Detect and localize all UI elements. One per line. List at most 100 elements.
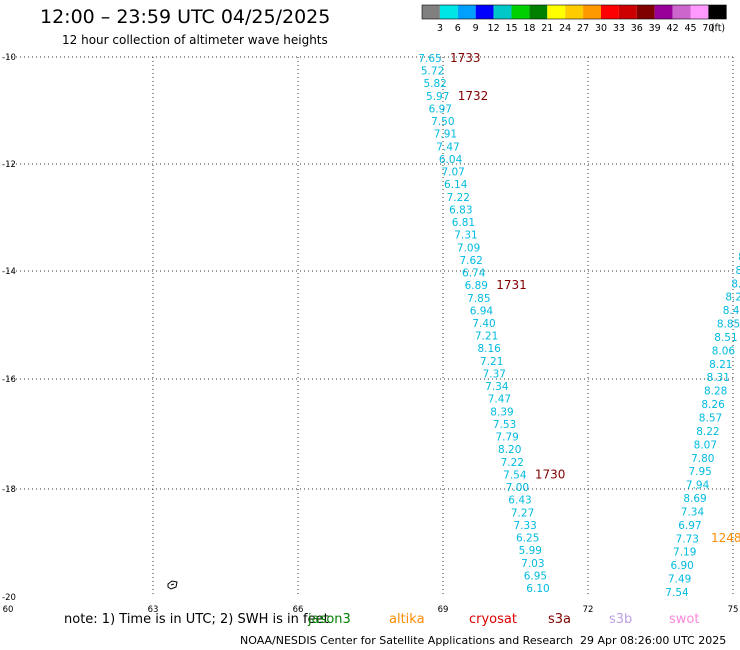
wave-height-label: 8 bbox=[736, 265, 740, 277]
wave-height-label: 7.91 bbox=[434, 129, 457, 141]
legend-jason3: jason3 bbox=[308, 612, 351, 627]
wave-height-label: 5.99 bbox=[519, 545, 542, 557]
wave-height-label: 8 bbox=[738, 251, 740, 263]
pass-time-label: 1248 bbox=[711, 531, 740, 545]
wave-height-label: 7.31 bbox=[454, 230, 477, 242]
pass-time-label: 1730 bbox=[535, 467, 566, 481]
wave-height-label: 8.4 bbox=[723, 305, 740, 317]
wave-height-label: 8.31 bbox=[707, 372, 730, 384]
wave-height-label: 8. bbox=[731, 278, 740, 290]
wave-height-label: 7.95 bbox=[688, 466, 711, 478]
colorbar-label: 27 bbox=[577, 23, 589, 34]
wave-height-label: 7.34 bbox=[681, 506, 705, 518]
map-grid bbox=[8, 56, 734, 597]
colorbar-label: 30 bbox=[595, 23, 607, 34]
island-outline bbox=[167, 580, 178, 590]
y-tick-label: -20 bbox=[2, 593, 16, 603]
colorbar-label: 42 bbox=[667, 23, 679, 34]
wave-height-label: 6.97 bbox=[429, 103, 452, 115]
wave-height-label: 5.72 bbox=[421, 66, 444, 78]
wave-height-label: 7.85 bbox=[467, 293, 490, 305]
colorbar-swatch bbox=[422, 5, 440, 19]
wave-height-label: 7.50 bbox=[431, 116, 454, 128]
colorbar-swatch bbox=[547, 5, 566, 19]
page-title: 12:00 – 23:59 UTC 04/25/2025 bbox=[40, 6, 331, 28]
generated-timestamp: 29 Apr 08:26:00 UTC 2025 bbox=[580, 634, 727, 647]
colorbar-label: 21 bbox=[541, 23, 553, 34]
colorbar-label: 12 bbox=[488, 23, 500, 34]
wave-height-label: 5.97 bbox=[426, 91, 449, 103]
wave-height-label: 7.54 bbox=[503, 469, 527, 481]
page-subtitle: 12 hour collection of altimeter wave hei… bbox=[62, 33, 328, 47]
wave-height-label: 8.20 bbox=[498, 444, 521, 456]
credit-line: NOAA/NESDIS Center for Satellite Applica… bbox=[240, 634, 574, 647]
colorbar-label: 9 bbox=[473, 23, 479, 34]
colorbar-swatch bbox=[636, 5, 655, 19]
wave-height-label: 7.65 bbox=[418, 53, 441, 65]
wave-height-label: 7.27 bbox=[511, 507, 534, 519]
x-tick-label: 60 bbox=[3, 605, 14, 615]
altimeter-track-b: 8888.8.28.48.858.518.068.218.318.288.268… bbox=[665, 251, 740, 599]
wave-height-label: 7.73 bbox=[676, 533, 699, 545]
colorbar-swatch bbox=[511, 5, 530, 19]
wave-height-label: 8.39 bbox=[490, 406, 513, 418]
x-tick-label: 63 bbox=[148, 605, 159, 615]
wave-height-label: 7.33 bbox=[513, 520, 536, 532]
wave-height-label: 7.22 bbox=[501, 457, 524, 469]
wave-height-label: 7.53 bbox=[493, 419, 516, 431]
wave-height-label: 7.49 bbox=[668, 574, 691, 586]
colorbar-swatch bbox=[457, 5, 476, 19]
colorbar-label: 18 bbox=[523, 23, 535, 34]
x-tick-label: 72 bbox=[583, 605, 594, 615]
y-tick-label: -10 bbox=[2, 53, 16, 63]
pass-time-label: 1733 bbox=[450, 51, 481, 65]
wave-height-label: 6.25 bbox=[516, 533, 539, 545]
legend-swot: swot bbox=[669, 612, 700, 627]
wave-height-label: 8.51 bbox=[714, 332, 737, 344]
colorbar-label: 39 bbox=[649, 23, 661, 34]
x-tick-label: 66 bbox=[293, 605, 304, 615]
y-tick-label: -14 bbox=[2, 267, 16, 277]
wave-height-label: 7.79 bbox=[495, 432, 518, 444]
wave-height-label: 8.2 bbox=[725, 292, 740, 304]
wave-height-label: 7.19 bbox=[673, 547, 696, 559]
wave-height-label: 7.22 bbox=[447, 192, 470, 204]
wave-height-label: 6.10 bbox=[526, 583, 549, 595]
wave-height-label: 7.40 bbox=[472, 318, 495, 330]
wave-height-label: 8.21 bbox=[709, 359, 732, 371]
wave-height-label: 8.26 bbox=[701, 399, 725, 411]
y-tick-label: -12 bbox=[2, 160, 16, 170]
note-text: note: 1) Time is in UTC; 2) SWH is in fe… bbox=[64, 612, 329, 627]
colorbar-swatch bbox=[493, 5, 512, 19]
axis-ticks: 60 63 66 69 72 75 -10 -12 -14 -16 -18 -20 bbox=[2, 53, 738, 615]
colorbar-swatch bbox=[565, 5, 584, 19]
wave-height-label: 7.03 bbox=[521, 558, 544, 570]
colorbar-label: 36 bbox=[631, 23, 643, 34]
pass-time-label: 1731 bbox=[496, 278, 527, 292]
wave-height-label: 6.74 bbox=[462, 268, 486, 280]
x-tick-label: 69 bbox=[438, 605, 449, 615]
wave-height-label: 8.22 bbox=[696, 426, 719, 438]
wave-height-label: 6.43 bbox=[508, 495, 531, 507]
colorbar-swatch bbox=[708, 5, 727, 19]
colorbar-label: 3 bbox=[437, 23, 443, 34]
wave-height-label: 6.89 bbox=[465, 280, 488, 292]
legend-s3b: s3b bbox=[609, 612, 633, 627]
wave-height-label: 7.80 bbox=[691, 453, 714, 465]
colorbar-swatch bbox=[601, 5, 619, 19]
colorbar-swatch bbox=[475, 5, 494, 19]
wave-height-label: 6.94 bbox=[470, 305, 494, 317]
wave-height-label: 7.34 bbox=[485, 381, 509, 393]
wave-height-label: 6.14 bbox=[444, 179, 468, 191]
wave-height-label: 7.94 bbox=[686, 480, 710, 492]
colorbar-swatch bbox=[618, 5, 637, 19]
colorbar-swatch bbox=[672, 5, 691, 19]
colorbar-swatch bbox=[583, 5, 601, 19]
wave-height-label: 8.06 bbox=[712, 345, 736, 357]
wave-height-label: 7.47 bbox=[488, 394, 511, 406]
x-tick-label: 75 bbox=[728, 605, 739, 615]
wave-height-label: 7.21 bbox=[475, 331, 498, 343]
wave-height-label: 7.47 bbox=[436, 141, 459, 153]
wave-height-label: 8.57 bbox=[699, 413, 722, 425]
